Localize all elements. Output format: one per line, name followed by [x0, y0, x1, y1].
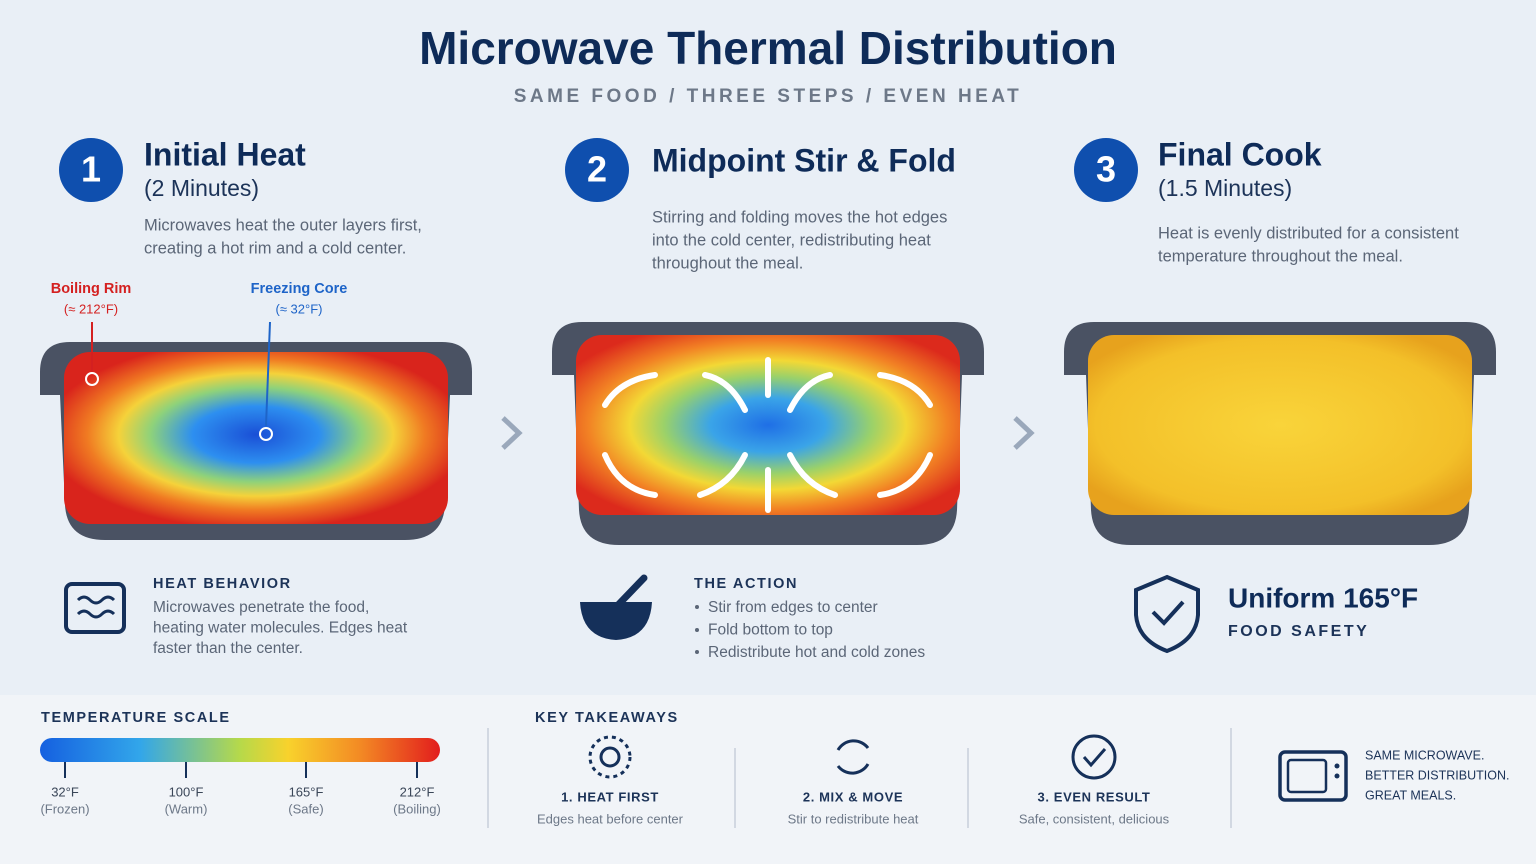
step-number: 3 [1096, 149, 1116, 190]
texts: Microwave Thermal Distribution SAME FOOD … [40, 22, 1509, 826]
takeaway-title: 3. EVEN RESULT [1038, 789, 1151, 804]
step-description: creating a hot rim and a cold center. [144, 239, 406, 257]
step-title: Midpoint Stir & Fold [652, 142, 956, 178]
takeaway-icon [836, 739, 870, 775]
info-bullet: Redistribute hot and cold zones [708, 644, 925, 661]
callout-line [265, 321, 271, 427]
takeaway-text: Edges heat before center [537, 811, 684, 826]
step-description: Stirring and folding moves the hot edges [652, 208, 947, 226]
takeaway-icon [588, 735, 632, 779]
callout-value: (≈ 32°F) [275, 301, 322, 316]
scale-label: 212°F [400, 784, 435, 799]
scale-note: (Safe) [288, 801, 323, 816]
takeaway-title: 2. MIX & MOVE [803, 789, 903, 804]
step-badge [59, 138, 123, 202]
scale-note: (Frozen) [40, 801, 89, 816]
chevron [501, 416, 523, 450]
info-heading: Uniform 165°F [1228, 582, 1418, 613]
dividers [487, 728, 1232, 828]
heat-map [64, 352, 448, 524]
subtitle: SAME FOOD / THREE STEPS / EVEN HEAT [514, 86, 1023, 107]
step-description: Microwaves heat the outer layers first, [144, 216, 422, 234]
info-text: faster than the center. [153, 640, 303, 657]
footer-note: SAME MICROWAVE. [1365, 748, 1484, 762]
footer-note: BETTER DISTRIBUTION. [1365, 768, 1509, 782]
step-title: Initial Heat [144, 136, 306, 172]
scale-title: TEMPERATURE SCALE [41, 710, 231, 726]
bottom-band [0, 695, 1536, 864]
bowl-icon [580, 602, 652, 640]
info-text: Microwaves penetrate the food, [153, 599, 369, 616]
takeaway-text: Safe, consistent, delicious [1019, 811, 1170, 826]
chevron [1013, 416, 1035, 450]
takeaway-title: 1. HEAT FIRST [561, 789, 659, 804]
takeaway-icon [1071, 734, 1117, 780]
info-heading: HEAT BEHAVIOR [153, 576, 292, 592]
stir-arrows [602, 357, 933, 513]
scale-label: 32°F [51, 784, 79, 799]
takeaway-text: Stir to redistribute heat [788, 811, 919, 826]
step-subtitle: (1.5 Minutes) [1158, 175, 1292, 201]
steps-icons [40, 138, 1496, 654]
info-bullet: Stir from edges to center [708, 599, 878, 616]
scale-note: (Warm) [165, 801, 208, 816]
microwave-window [1286, 758, 1328, 794]
temperature-bar [40, 738, 440, 762]
bullet [695, 628, 699, 632]
footer-note: GREAT MEALS. [1365, 788, 1456, 802]
step-description: into the cold center, redistributing hea… [652, 231, 931, 249]
takeaway-check [1082, 748, 1107, 768]
scale-note: (Boiling) [393, 801, 441, 816]
microwave-icon [1278, 750, 1348, 802]
wave-icon-lines [76, 595, 116, 619]
wave-icon [64, 582, 126, 634]
check-icon [1151, 600, 1185, 626]
shield-icon [1134, 574, 1200, 654]
callout-value: (≈ 212°F) [64, 301, 118, 316]
title: Microwave Thermal Distribution [419, 22, 1117, 74]
step-description: Heat is evenly distributed for a consist… [1158, 224, 1459, 242]
step-badge [565, 138, 629, 202]
step-number: 1 [81, 149, 101, 190]
info-bullet: Fold bottom to top [708, 622, 833, 639]
heat-map [1088, 335, 1472, 515]
scale-label: 165°F [289, 784, 324, 799]
step-subtitle: (2 Minutes) [144, 175, 259, 201]
scale-label: 100°F [169, 784, 204, 799]
info-text: heating water molecules. Edges heat [153, 620, 408, 637]
callout-dot [259, 427, 273, 441]
microwave-knob [1334, 763, 1340, 769]
step-badge [1074, 138, 1138, 202]
bullet [695, 605, 699, 609]
bullet [695, 650, 699, 654]
takeaways-title: KEY TAKEAWAYS [535, 710, 679, 726]
takeaway-icon [599, 746, 621, 768]
heat-map [576, 335, 960, 515]
step-description: throughout the meal. [652, 254, 803, 272]
step-description: temperature throughout the meal. [1158, 247, 1403, 265]
info-subheading: FOOD SAFETY [1228, 623, 1369, 640]
callout-label: Freezing Core [251, 281, 348, 297]
microwave-knob [1334, 773, 1340, 779]
callout-label: Boiling Rim [51, 281, 132, 297]
callout-dot [85, 372, 99, 386]
spoon-icon [614, 574, 648, 609]
info-heading: THE ACTION [694, 576, 798, 592]
step-number: 2 [587, 149, 607, 190]
step-title: Final Cook [1158, 136, 1322, 172]
